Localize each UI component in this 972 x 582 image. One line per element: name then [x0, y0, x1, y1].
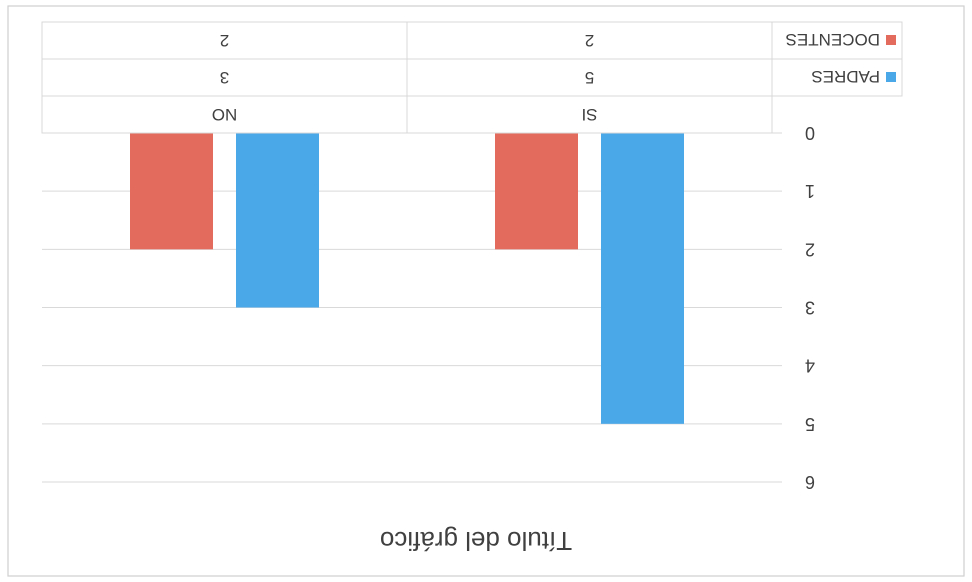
table-cell	[41, 21, 408, 60]
y-tick-label: 4	[805, 356, 815, 376]
y-tick-label: 6	[805, 472, 815, 492]
y-tick-label: 1	[805, 181, 815, 201]
chart-frame	[7, 5, 965, 577]
table-value-padres-no: 3	[220, 68, 229, 87]
y-axis-ticks: 0 1 2 3 4 5 6	[805, 123, 815, 492]
bar-padres-si	[601, 133, 684, 424]
bars	[130, 133, 684, 424]
bar-docentes-si	[495, 133, 578, 250]
bar-padres-no	[236, 133, 319, 308]
legend-swatch-docentes	[886, 35, 896, 45]
y-tick-label: 2	[805, 239, 815, 259]
table-value-docentes-no: 2	[220, 31, 229, 50]
table-value-padres-si: 5	[585, 68, 594, 87]
chart-title: Título del gráfico	[380, 526, 572, 556]
table-value-docentes-si: 2	[585, 31, 594, 50]
y-tick-label: 5	[805, 414, 815, 434]
bar-docentes-no	[130, 133, 213, 250]
table-category-label: SI	[581, 105, 597, 124]
table-category-label: NO	[212, 105, 238, 124]
data-table: SI NO PADRES 5 3 DOCENTES 2 2	[41, 21, 903, 134]
legend-label-docentes: DOCENTES	[786, 30, 880, 49]
legend-swatch-padres	[886, 72, 896, 82]
y-tick-label: 0	[805, 123, 815, 143]
legend-label-padres: PADRES	[811, 67, 880, 86]
y-tick-label: 3	[805, 298, 815, 318]
